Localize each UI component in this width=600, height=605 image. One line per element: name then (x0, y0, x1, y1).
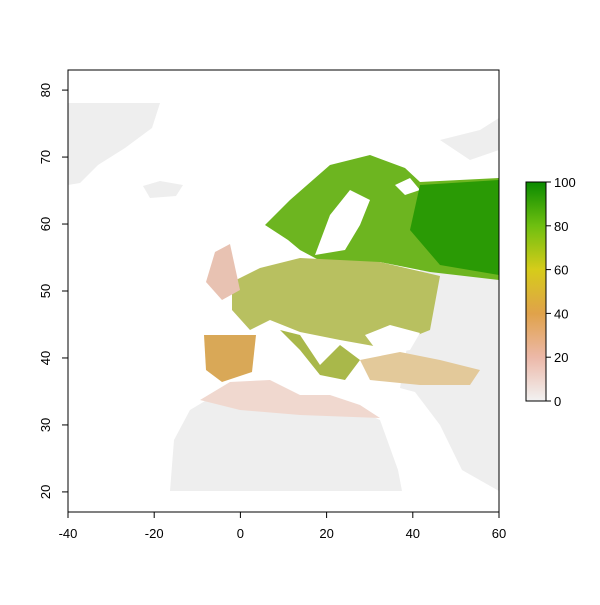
x-tick-label: -40 (59, 526, 78, 541)
colorbar-label: 40 (554, 306, 568, 321)
y-tick-label: 50 (38, 284, 53, 298)
x-tick-label: -20 (145, 526, 164, 541)
x-tick-label: 40 (406, 526, 420, 541)
y-tick-label: 80 (38, 83, 53, 97)
anatolia (360, 352, 480, 385)
colorbar-label: 20 (554, 350, 568, 365)
iceland (143, 181, 183, 198)
colorbar-label: 80 (554, 219, 568, 234)
baltic-sea (315, 190, 370, 255)
land-layer (68, 103, 499, 491)
central-europe (232, 258, 440, 348)
italy-balkans (280, 330, 360, 380)
y-tick-label: 20 (38, 485, 53, 499)
iberia (204, 335, 256, 382)
white-sea (395, 178, 420, 195)
north-africa-coast (200, 380, 380, 418)
y-tick-label: 40 (38, 351, 53, 365)
colorbar-label: 0 (554, 394, 561, 409)
british-isles (206, 244, 240, 300)
y-tick-label: 30 (38, 418, 53, 432)
colorbar-label: 60 (554, 263, 568, 278)
colorbar (525, 181, 547, 402)
arctic-islands (440, 118, 499, 160)
eastern-forest (410, 180, 499, 275)
y-tick-label: 60 (38, 217, 53, 231)
x-tick-label: 20 (319, 526, 333, 541)
x-tick-label: 0 (237, 526, 244, 541)
greenland (68, 103, 160, 185)
x-tick-label: 60 (492, 526, 506, 541)
black-sea (365, 325, 420, 355)
y-tick-label: 70 (38, 150, 53, 164)
colorbar-label: 100 (554, 175, 576, 190)
